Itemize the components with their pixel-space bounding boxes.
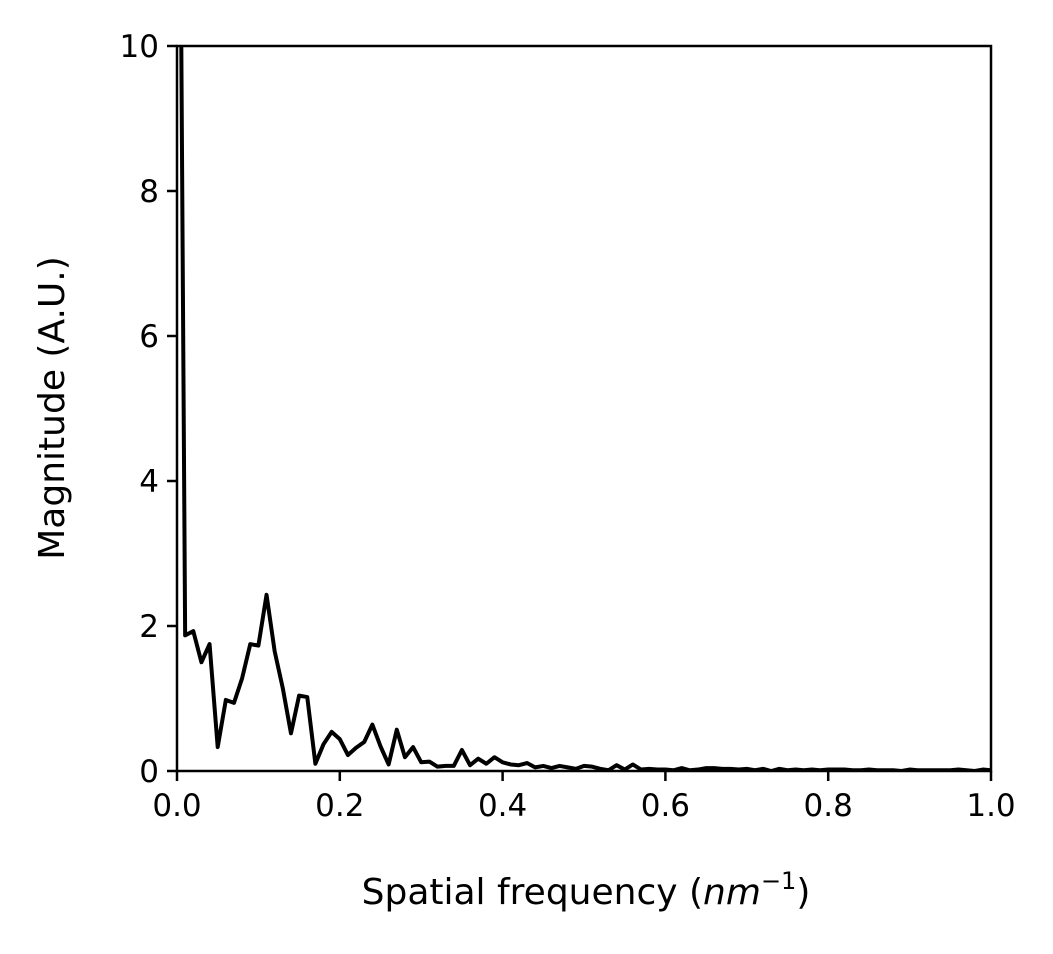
y-tick-label: 8 xyxy=(139,174,159,210)
x-tick-label: 0.6 xyxy=(641,788,690,824)
plot-frame xyxy=(175,44,993,773)
x-tick-label: 0.0 xyxy=(152,788,201,824)
x-axis-unit-base: nm xyxy=(703,872,761,913)
x-tick-label: 0.4 xyxy=(478,788,527,824)
x-axis-label-close: ) xyxy=(796,872,810,913)
y-tick-label: 2 xyxy=(139,609,159,645)
y-tick-label: 6 xyxy=(139,319,159,355)
x-axis-unit-exp: −1 xyxy=(761,867,796,895)
x-tick-label: 0.2 xyxy=(315,788,364,824)
x-axis-label-text: Spatial frequency ( xyxy=(362,872,703,913)
y-tick-label: 4 xyxy=(139,464,159,500)
x-tick-label: 0.8 xyxy=(804,788,853,824)
y-axis-label: Magnitude (A.U.) xyxy=(32,256,73,560)
x-tick-label: 1.0 xyxy=(966,788,1015,824)
y-tick-label: 10 xyxy=(120,29,159,65)
y-tick-label: 0 xyxy=(139,754,159,790)
x-axis-label: Spatial frequency (nm−1) xyxy=(362,867,811,913)
